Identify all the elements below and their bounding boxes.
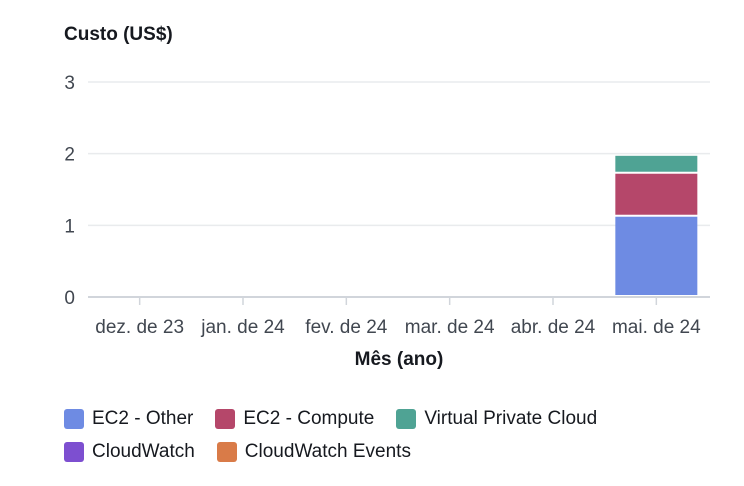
x-tick-label-1: jan. de 24	[200, 317, 285, 338]
legend-swatch-cloudwatch-events	[216, 441, 237, 462]
bar-ec2-other-5	[615, 216, 698, 295]
x-tick-label-2: fev. de 24	[305, 317, 387, 338]
y-tick-label-0: 0	[64, 288, 75, 309]
legend-swatch-virtual-private-cloud	[396, 408, 417, 429]
y-axis-title: Custo (US$)	[64, 24, 173, 45]
legend-row-1: EC2 - Other EC2 - Compute Virtual Privat…	[64, 402, 724, 435]
legend-swatch-ec2-other	[64, 408, 84, 429]
legend-label-ec2-other: EC2 - Other	[92, 407, 194, 429]
legend-label-cloudwatch: CloudWatch	[92, 440, 195, 462]
legend-item-cloudwatch[interactable]: CloudWatch	[64, 441, 195, 463]
legend-label-cloudwatch-events: CloudWatch Events	[244, 440, 411, 462]
x-tick-label-5: mai. de 24	[612, 317, 701, 338]
legend-item-ec2-compute[interactable]: EC2 - Compute	[215, 408, 374, 430]
x-tick-label-0: dez. de 23	[95, 317, 184, 338]
bar-virtual-private-cloud-5	[615, 155, 698, 172]
legend-item-virtual-private-cloud[interactable]: Virtual Private Cloud	[396, 408, 597, 430]
bar-ec2-compute-5	[615, 173, 698, 215]
legend-row-2: CloudWatch CloudWatch Events	[64, 435, 724, 468]
legend-label-ec2-compute: EC2 - Compute	[243, 407, 375, 429]
chart-legend: EC2 - Other EC2 - Compute Virtual Privat…	[64, 402, 724, 468]
y-tick-label-1: 1	[64, 216, 75, 237]
x-tick-label-3: mar. de 24	[405, 317, 495, 338]
legend-item-cloudwatch-events[interactable]: CloudWatch Events	[216, 440, 411, 463]
legend-swatch-cloudwatch	[64, 441, 84, 462]
y-tick-label-3: 3	[64, 73, 75, 94]
legend-swatch-ec2-compute	[215, 408, 236, 429]
x-tick-label-4: abr. de 24	[511, 317, 596, 338]
x-axis-title: Mês (ano)	[355, 349, 444, 370]
legend-item-ec2-other[interactable]: EC2 - Other	[64, 408, 193, 430]
y-tick-label-2: 2	[64, 145, 75, 166]
legend-label-virtual-private-cloud: Virtual Private Cloud	[424, 407, 598, 429]
